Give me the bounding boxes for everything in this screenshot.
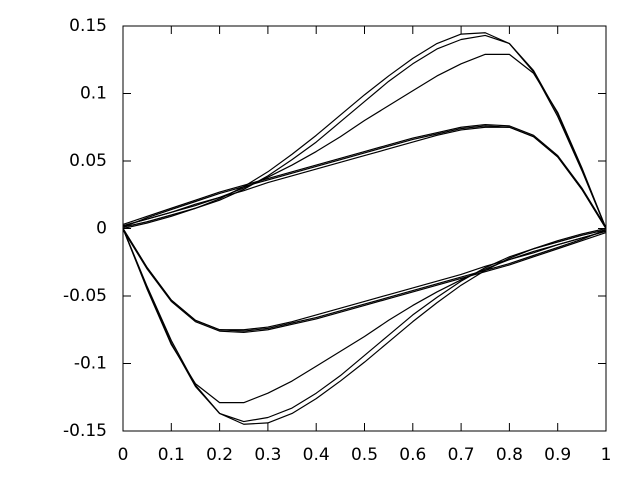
line-series	[122, 53, 607, 229]
line-series	[122, 229, 607, 334]
plot-frame	[122, 25, 607, 432]
y-tick-label: -0.15	[63, 421, 107, 441]
y-tick-label: 0	[96, 219, 107, 239]
x-tick-label: 0.1	[158, 445, 185, 465]
y-tick-label: -0.05	[63, 286, 107, 306]
line-series	[122, 34, 607, 229]
y-tick-label: 0.15	[69, 16, 107, 36]
y-tick-label: 0.05	[69, 151, 107, 171]
x-tick-label: 0.2	[206, 445, 233, 465]
line-series	[122, 228, 607, 404]
y-tick-label: 0.1	[80, 84, 107, 104]
x-tick-label: 0.3	[254, 445, 281, 465]
x-tick-label: 0.8	[496, 445, 523, 465]
line-series	[122, 125, 607, 229]
x-tick-label: 0.4	[303, 445, 330, 465]
x-tick-label: 0.9	[544, 445, 571, 465]
x-tick-label: 0.7	[448, 445, 475, 465]
line-series	[122, 123, 607, 228]
x-tick-label: 0	[118, 445, 129, 465]
x-tick-label: 0.6	[399, 445, 426, 465]
line-series	[122, 32, 607, 230]
x-tick-label: 0.5	[351, 445, 378, 465]
x-tick-label: 1	[601, 445, 612, 465]
line-series	[122, 126, 607, 229]
line-series	[122, 228, 607, 331]
line-series	[122, 228, 607, 423]
line-series	[122, 227, 607, 425]
y-tick-label: -0.1	[74, 354, 107, 374]
line-series	[122, 228, 607, 332]
